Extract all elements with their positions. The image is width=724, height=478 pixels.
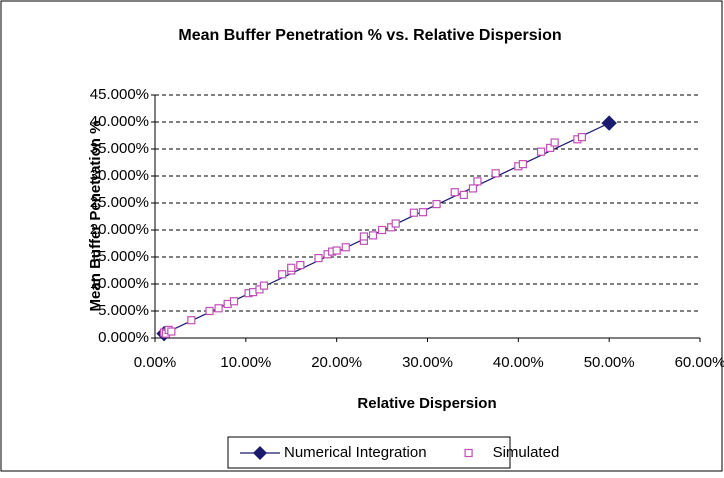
x-tick-label: 0.00%: [134, 354, 177, 371]
square-marker: [214, 304, 223, 313]
y-tick-label: 35.000%: [90, 140, 149, 157]
y-tick-label: 15.000%: [90, 248, 149, 265]
y-tick-label: 30.000%: [90, 167, 149, 184]
square-marker: [287, 263, 296, 272]
legend-marker: [253, 446, 267, 460]
square-marker: [377, 225, 387, 235]
square-marker: [332, 246, 341, 255]
square-marker: [473, 177, 482, 186]
x-tick-label: 40.00%: [493, 354, 544, 371]
square-marker: [518, 160, 527, 169]
square-marker: [450, 188, 459, 197]
square-marker: [278, 270, 287, 279]
square-marker: [546, 143, 555, 153]
y-tick-label: 20.000%: [90, 221, 149, 238]
y-tick-label: 10.000%: [90, 275, 149, 292]
y-tick-label: 40.000%: [90, 113, 149, 130]
legend-label: Simulated: [493, 444, 560, 461]
x-tick-label: 60.00%: [675, 354, 724, 371]
square-marker: [205, 306, 214, 316]
chart-title: Mean Buffer Penetration % vs. Relative D…: [178, 27, 561, 44]
legend-label: Numerical Integration: [284, 444, 427, 461]
square-marker: [409, 208, 418, 217]
square-marker: [491, 169, 500, 178]
square-marker: [341, 243, 350, 252]
legend-marker: [464, 448, 473, 458]
diamond-marker: [601, 115, 617, 131]
square-marker: [468, 184, 478, 193]
x-tick-label: 20.00%: [311, 354, 362, 371]
square-marker: [368, 231, 378, 240]
square-marker: [359, 232, 369, 241]
y-tick-label: 0.000%: [98, 329, 149, 346]
square-marker: [259, 281, 269, 290]
y-tick-label: 45.000%: [90, 86, 149, 103]
square-marker: [550, 138, 559, 147]
square-marker: [167, 327, 176, 336]
square-marker: [296, 261, 305, 270]
square-marker: [577, 133, 587, 142]
square-marker: [536, 147, 546, 156]
square-marker: [314, 253, 323, 263]
y-tick-label: 5.000%: [98, 302, 149, 319]
square-marker: [187, 316, 196, 325]
square-marker: [418, 208, 428, 217]
square-marker: [459, 190, 468, 199]
x-tick-label: 10.00%: [220, 354, 271, 371]
y-axis-title: Mean Buffer Penetration %: [87, 121, 104, 312]
square-marker: [432, 199, 441, 209]
square-marker: [229, 297, 239, 306]
x-tick-label: 50.00%: [584, 354, 635, 371]
square-marker: [391, 219, 400, 228]
y-tick-label: 25.000%: [90, 194, 149, 211]
series-line: [163, 122, 610, 335]
x-tick-label: 30.00%: [402, 354, 453, 371]
x-axis-title: Relative Dispersion: [357, 395, 496, 412]
